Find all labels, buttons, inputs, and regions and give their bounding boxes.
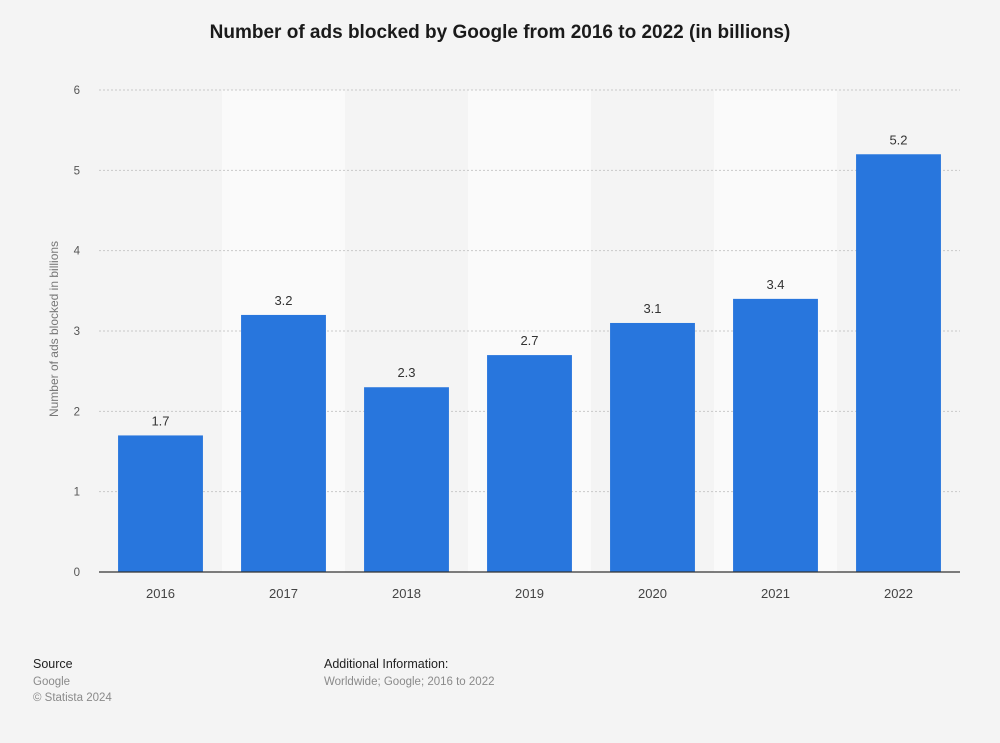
additional-info-text: Worldwide; Google; 2016 to 2022: [324, 676, 495, 688]
bar-2021[interactable]: [733, 298, 818, 572]
x-tick-label: 2016: [146, 586, 175, 601]
value-label: 3.4: [766, 277, 784, 292]
source-heading: Source: [33, 657, 73, 671]
x-axis-ticks: 2016 2017 2018 2019 2020 2021 2022: [146, 586, 913, 601]
additional-info-block: Additional Information: Worldwide; Googl…: [324, 657, 494, 690]
source-name[interactable]: Google: [33, 676, 71, 688]
value-labels: 1.7 3.2 2.3 2.7 3.1 3.4 5.2: [151, 132, 907, 428]
y-tick-label: 2: [74, 406, 80, 418]
x-tick-label: 2017: [269, 586, 298, 601]
y-tick-label: 6: [74, 85, 80, 97]
chart-title: Number of ads blocked by Google from 201…: [209, 22, 791, 43]
additional-info-heading: Additional Information:: [324, 657, 449, 671]
y-tick-label: 5: [74, 165, 80, 177]
x-tick-label: 2021: [761, 586, 790, 601]
x-tick-label: 2018: [392, 586, 421, 601]
value-label: 5.2: [889, 132, 907, 147]
y-tick-label: 0: [74, 567, 80, 579]
bar-2018[interactable]: [364, 387, 449, 572]
x-tick-label: 2019: [515, 586, 544, 601]
x-tick-label: 2022: [884, 586, 913, 601]
x-tick-label: 2020: [638, 586, 667, 601]
y-axis-label: Number of ads blocked in billions: [47, 241, 61, 417]
bar-2016[interactable]: [118, 435, 203, 572]
value-label: 2.3: [397, 365, 415, 380]
y-tick-label: 1: [74, 487, 80, 499]
bar-2019[interactable]: [487, 355, 572, 572]
y-axis-ticks: 0 1 2 3 4 5 6: [74, 85, 81, 579]
value-label: 3.2: [274, 293, 292, 308]
y-tick-label: 4: [74, 246, 81, 258]
bar-2017[interactable]: [241, 314, 326, 572]
bar-2020[interactable]: [610, 322, 695, 572]
value-label: 1.7: [151, 413, 169, 428]
y-tick-label: 3: [74, 326, 80, 338]
value-label: 2.7: [520, 333, 538, 348]
copyright[interactable]: © Statista 2024: [33, 692, 112, 704]
bars: [118, 154, 941, 572]
bar-2022[interactable]: [856, 154, 941, 572]
source-block: Source Google © Statista 2024: [33, 657, 112, 706]
value-label: 3.1: [643, 301, 661, 316]
